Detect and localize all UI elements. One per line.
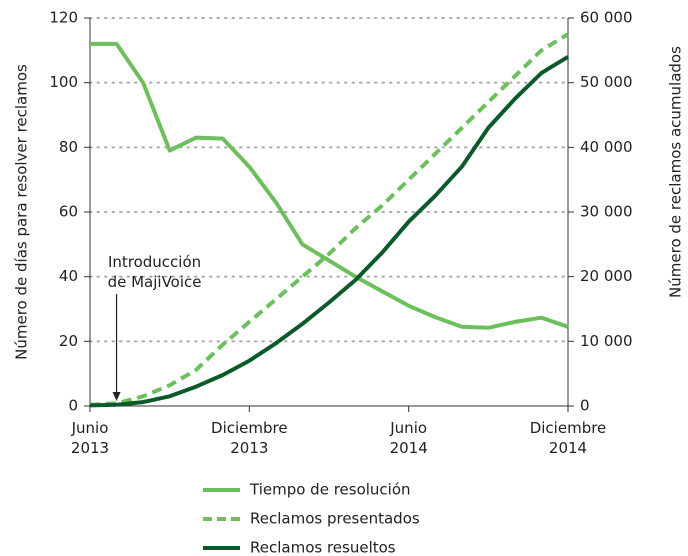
annotation-arrowhead <box>112 392 121 401</box>
y-tick-label: 20 <box>59 332 78 350</box>
legend-label: Reclamos presentados <box>250 510 420 528</box>
x-tick-label: Junio 2013 <box>70 419 110 457</box>
y2-tick-label: 20 000 <box>580 267 633 285</box>
y2-tick-label: 50 000 <box>580 73 633 91</box>
y-tick-label: 80 <box>59 138 78 156</box>
y2-axis-title: Número de reclamos acumulados <box>667 46 685 298</box>
y-tick-label: 120 <box>49 9 78 27</box>
y-tick-label: 40 <box>59 267 78 285</box>
legend-label: Reclamos resueltos <box>250 539 396 556</box>
y2-tick-label: 60 000 <box>580 9 633 27</box>
series-line <box>90 41 569 330</box>
y-tick-label: 0 <box>68 397 78 415</box>
y2-tick-label: 30 000 <box>580 203 633 221</box>
series-line <box>89 32 570 407</box>
x-tick-label: Junio 2014 <box>389 419 428 457</box>
legend-label: Tiempo de resolución <box>249 481 411 499</box>
annotation-text: Introducción de MajiVoice <box>107 253 202 291</box>
y-axis-title: Número de días para resolver reclamos <box>13 64 31 360</box>
x-tick-label: Diciembre 2014 <box>529 419 607 457</box>
y2-tick-label: 0 <box>580 397 590 415</box>
y-tick-label: 100 <box>49 73 78 91</box>
series-line <box>89 55 570 408</box>
y2-tick-label: 10 000 <box>580 332 633 350</box>
y2-tick-label: 40 000 <box>580 138 633 156</box>
x-tick-label: Diciembre 2013 <box>211 419 288 457</box>
y-tick-label: 60 <box>59 203 78 221</box>
